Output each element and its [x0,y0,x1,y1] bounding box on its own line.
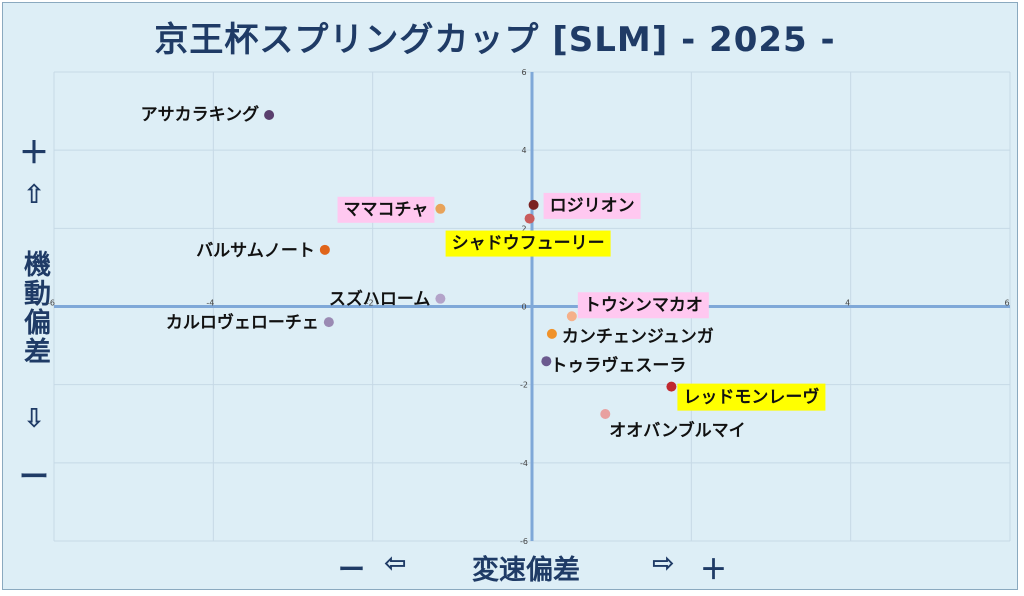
x-plus-marker: ＋ [700,555,727,586]
x-axis-label-row: ー ⇦ 変速偏差 ⇨ ＋ [334,548,754,586]
x-axis-label: 変速偏差 [472,555,580,586]
x-tick-label-5: 4 [845,299,850,308]
point-label-highlight-1 [337,196,435,223]
x-tick-label-0: -6 [47,299,55,308]
point-label-highlight-10 [677,383,826,411]
data-point-8 [546,328,557,339]
y-tick-label-3: 0 [521,303,526,312]
point-label-10: レッドモンレーヴ [683,387,819,408]
y-tick-label-4: 2 [521,224,526,233]
data-point-11 [600,408,611,419]
x-tick-label-2: -2 [366,299,374,308]
data-point-9 [541,356,552,367]
point-label-2: ロジリオン [550,196,635,216]
point-label-3: シャドウフューリー [452,234,605,254]
point-label-highlight-2 [543,192,641,219]
data-point-4 [319,244,330,255]
point-label-6: カルロヴェローチェ [166,312,319,333]
data-point-3 [524,213,535,224]
point-label-highlight-3 [445,230,611,257]
y-tick-label-6: 6 [521,68,526,77]
data-point-10 [666,381,677,392]
down-arrow-icon: ⇩ [23,404,45,434]
point-label-highlight-7 [577,292,709,319]
y-plus-marker: ＋ [19,136,49,171]
data-point-2 [528,199,539,210]
y-axis-label: 機動偏差 [19,250,50,366]
x-minus-marker: ー [338,555,365,586]
right-arrow-icon: ⇨ [652,548,675,579]
chart-frame [2,2,1018,590]
y-tick-label-2: -2 [520,381,528,390]
data-point-6 [323,317,334,328]
data-point-1 [435,203,446,214]
chart-title: 京王杯スプリングカップ [SLM] - 2025 - [154,20,836,60]
data-point-7 [566,311,577,322]
data-point-5 [435,293,446,304]
point-label-0: アサカラキング [141,104,260,125]
point-label-7: トウシンマカオ [584,295,703,315]
point-label-1: ママコチャ [344,200,429,220]
up-arrow-icon: ⇧ [23,180,45,210]
point-label-8: カンチェンジュンガ [562,327,714,347]
y-tick-label-0: -6 [520,537,528,546]
x-tick-label-6: 6 [1004,299,1009,308]
point-label-4: バルサムノート [196,241,315,261]
data-point-0 [264,109,275,120]
y-minus-marker: ー [19,460,49,495]
point-label-11: オオバンブルマイ [609,420,745,441]
y-tick-label-1: -4 [520,459,528,468]
left-arrow-icon: ⇦ [384,548,407,579]
y-tick-label-5: 4 [521,146,526,155]
x-tick-label-1: -4 [206,299,214,308]
point-label-9: トゥラヴェスーラ [550,355,686,376]
point-label-5: スズハローム [329,289,431,310]
